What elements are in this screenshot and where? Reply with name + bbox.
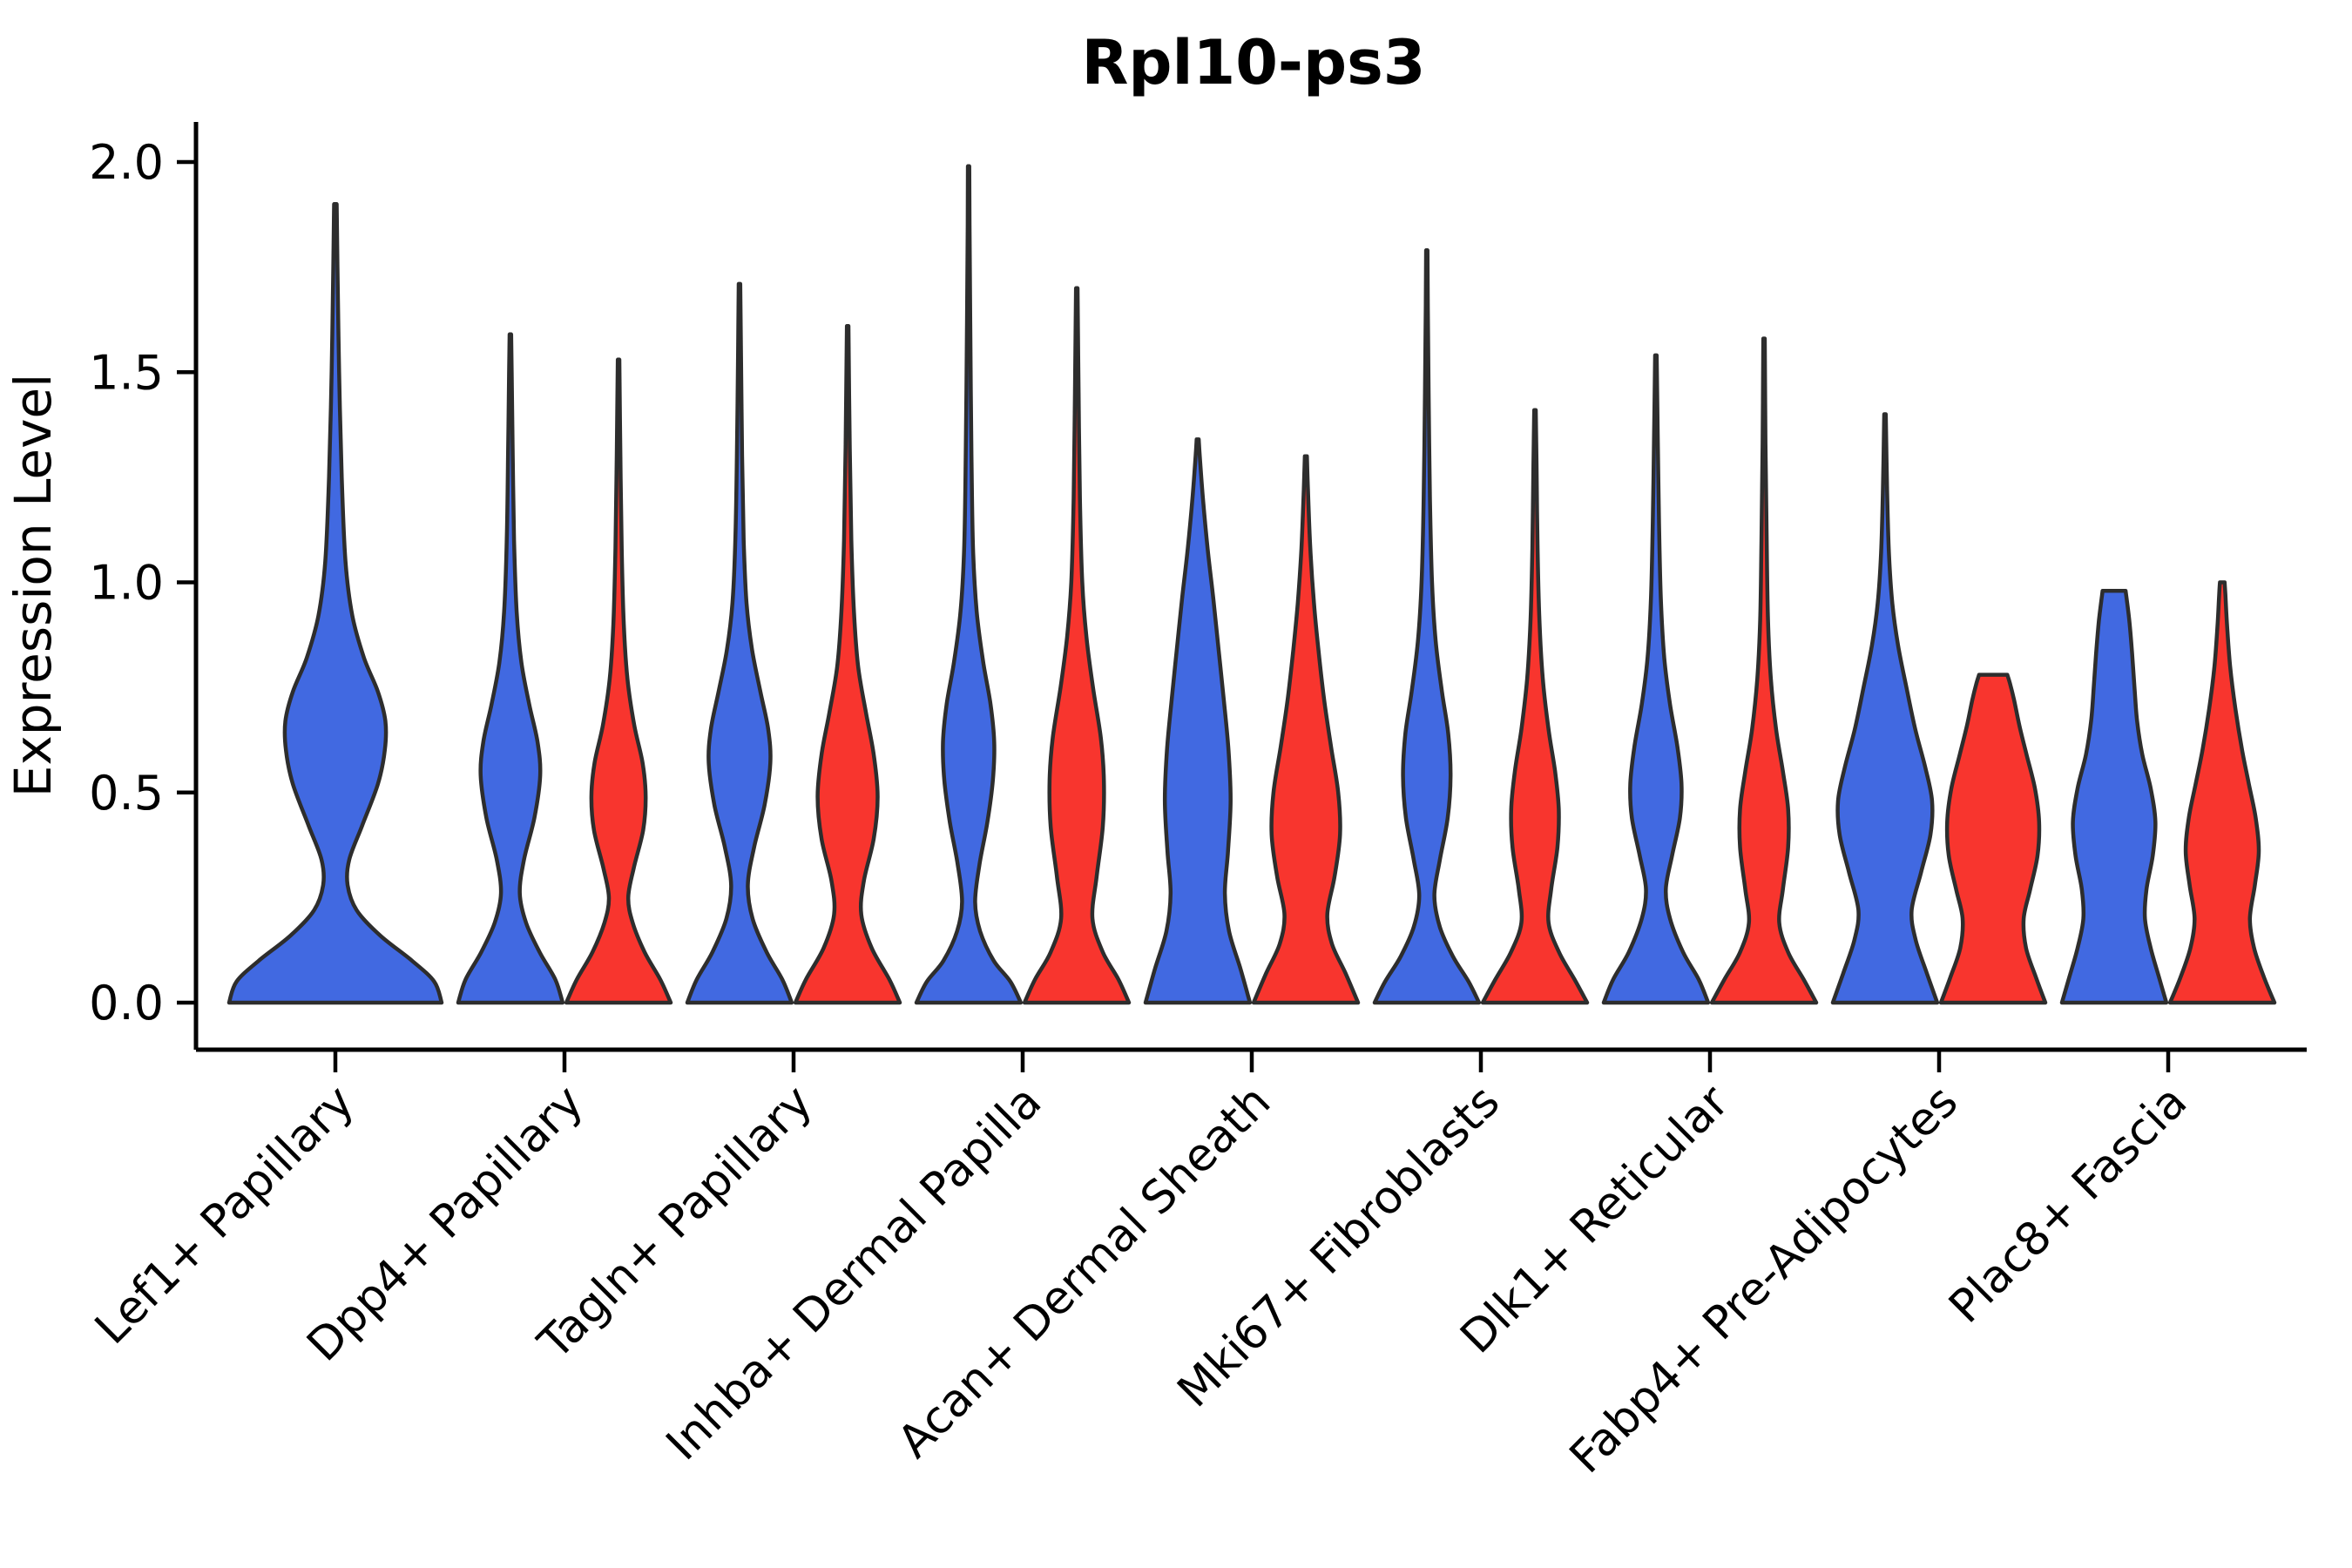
y-tick-label: 2.0 (89, 135, 164, 190)
violin-dpp4-papillary-blue (456, 332, 565, 1005)
violin-acan-dermal-sheath-blue (1143, 437, 1253, 1005)
y-tick-label: 0.0 (89, 976, 164, 1031)
x-tick-label: Fabp4+ Pre-Adipocytes (1560, 1076, 1968, 1484)
violin-acan-dermal-sheath-red (1251, 454, 1361, 1005)
violin-dpp4-papillary-red (564, 357, 673, 1005)
x-tick-label: Inhba+ Dermal Papilla (657, 1076, 1051, 1470)
violin-tagln-papillary-red (793, 323, 902, 1005)
y-tick-label: 1.0 (89, 556, 164, 611)
violin-lef1-papillary-blue (226, 202, 444, 1005)
x-tick-label: Plac8+ Fascia (1939, 1076, 2197, 1334)
violins (226, 164, 2277, 1005)
violin-fabp4-pre-adipocytes-red (1938, 672, 2048, 1005)
violin-inhba-dermal-papilla-red (1022, 286, 1132, 1005)
violin-dlk1-reticular-blue (1601, 353, 1711, 1005)
x-tick-label: Acan+ Dermal Sheath (889, 1076, 1281, 1469)
violin-mki67-fibroblasts-red (1480, 408, 1590, 1005)
violin-dlk1-reticular-red (1709, 336, 1819, 1005)
violin-plac8-fascia-red (2167, 580, 2277, 1005)
y-tick-label: 1.5 (89, 345, 164, 400)
chart-title: Rpl10-ps3 (1082, 27, 1426, 98)
violin-fabp4-pre-adipocytes-blue (1830, 412, 1940, 1005)
violin-plac8-fascia-blue (2059, 588, 2169, 1005)
y-axis-label: Expression Level (3, 374, 63, 797)
violin-mki67-fibroblasts-blue (1372, 248, 1482, 1005)
violin-tagln-papillary-blue (685, 281, 794, 1005)
y-tick-label: 0.5 (89, 766, 164, 821)
violin-inhba-dermal-papilla-blue (914, 164, 1024, 1005)
